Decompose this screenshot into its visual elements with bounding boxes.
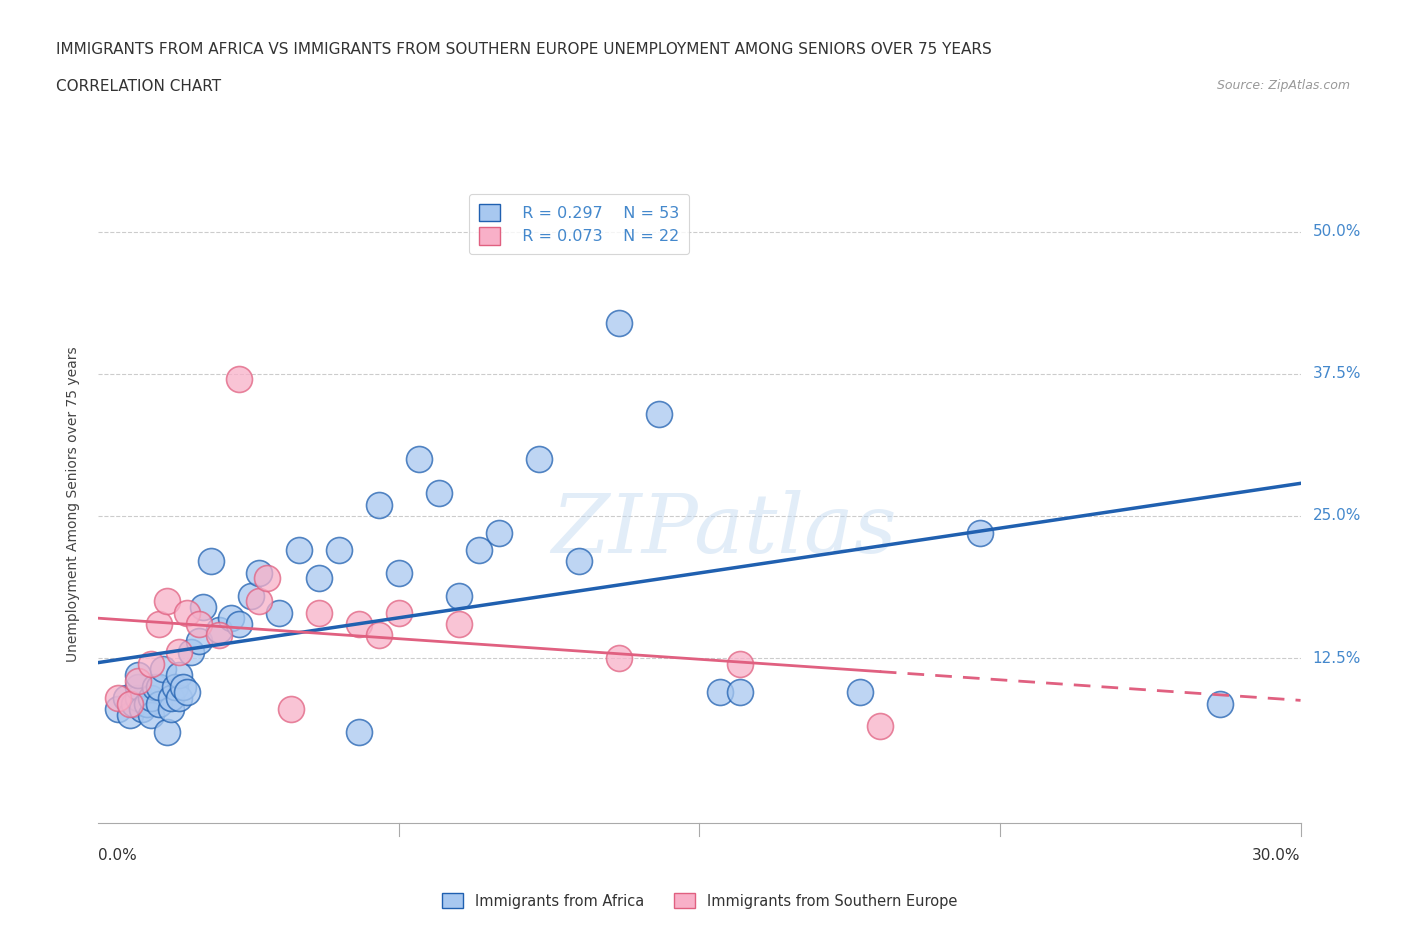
Point	[167, 690, 190, 705]
Point	[427, 485, 450, 500]
Point	[219, 611, 242, 626]
Point	[869, 719, 891, 734]
Point	[176, 605, 198, 620]
Point	[308, 571, 330, 586]
Point	[135, 697, 157, 711]
Point	[208, 622, 231, 637]
Text: 30.0%: 30.0%	[1253, 848, 1301, 863]
Point	[148, 617, 170, 631]
Point	[267, 605, 290, 620]
Legend:   R = 0.297    N = 53,   R = 0.073    N = 22: R = 0.297 N = 53, R = 0.073 N = 22	[470, 194, 689, 255]
Point	[159, 702, 181, 717]
Point	[180, 645, 202, 660]
Point	[256, 571, 278, 586]
Point	[139, 657, 162, 671]
Text: 25.0%: 25.0%	[1313, 509, 1361, 524]
Point	[447, 588, 470, 603]
Point	[447, 617, 470, 631]
Point	[124, 697, 146, 711]
Point	[155, 724, 177, 739]
Point	[288, 542, 311, 557]
Point	[155, 593, 177, 608]
Point	[247, 593, 270, 608]
Point	[368, 628, 391, 643]
Point	[115, 690, 138, 705]
Point	[709, 684, 731, 699]
Point	[488, 525, 510, 540]
Point	[191, 600, 214, 615]
Y-axis label: Unemployment Among Seniors over 75 years: Unemployment Among Seniors over 75 years	[66, 347, 80, 662]
Point	[128, 679, 150, 694]
Point	[328, 542, 350, 557]
Point	[128, 673, 150, 688]
Point	[247, 565, 270, 580]
Point	[107, 702, 129, 717]
Point	[648, 406, 671, 421]
Point	[139, 690, 162, 705]
Point	[148, 697, 170, 711]
Point	[208, 628, 231, 643]
Point	[308, 605, 330, 620]
Point	[172, 679, 194, 694]
Point	[167, 668, 190, 683]
Point	[148, 679, 170, 694]
Point	[388, 605, 411, 620]
Point	[239, 588, 262, 603]
Text: 50.0%: 50.0%	[1313, 224, 1361, 239]
Point	[728, 657, 751, 671]
Point	[200, 554, 222, 569]
Point	[529, 452, 551, 467]
Point	[152, 662, 174, 677]
Point	[368, 498, 391, 512]
Point	[388, 565, 411, 580]
Point	[159, 690, 181, 705]
Point	[167, 645, 190, 660]
Text: CORRELATION CHART: CORRELATION CHART	[56, 79, 221, 94]
Point	[609, 651, 631, 666]
Point	[131, 702, 153, 717]
Point	[568, 554, 591, 569]
Point	[176, 684, 198, 699]
Point	[969, 525, 991, 540]
Point	[139, 708, 162, 723]
Point	[143, 679, 166, 694]
Point	[187, 633, 209, 648]
Point	[347, 724, 370, 739]
Point	[849, 684, 872, 699]
Point	[609, 315, 631, 330]
Text: 37.5%: 37.5%	[1313, 366, 1361, 381]
Point	[228, 617, 250, 631]
Point	[347, 617, 370, 631]
Point	[163, 679, 186, 694]
Point	[128, 690, 150, 705]
Point	[120, 697, 142, 711]
Text: ZIPatlas: ZIPatlas	[551, 490, 896, 570]
Point	[187, 617, 209, 631]
Point	[120, 708, 142, 723]
Point	[408, 452, 430, 467]
Text: IMMIGRANTS FROM AFRICA VS IMMIGRANTS FROM SOUTHERN EUROPE UNEMPLOYMENT AMONG SEN: IMMIGRANTS FROM AFRICA VS IMMIGRANTS FRO…	[56, 42, 993, 57]
Point	[1209, 697, 1232, 711]
Point	[128, 668, 150, 683]
Text: 12.5%: 12.5%	[1313, 651, 1361, 666]
Point	[280, 702, 302, 717]
Point	[228, 372, 250, 387]
Text: 0.0%: 0.0%	[98, 848, 138, 863]
Point	[107, 690, 129, 705]
Point	[728, 684, 751, 699]
Text: Source: ZipAtlas.com: Source: ZipAtlas.com	[1216, 79, 1350, 92]
Point	[468, 542, 491, 557]
